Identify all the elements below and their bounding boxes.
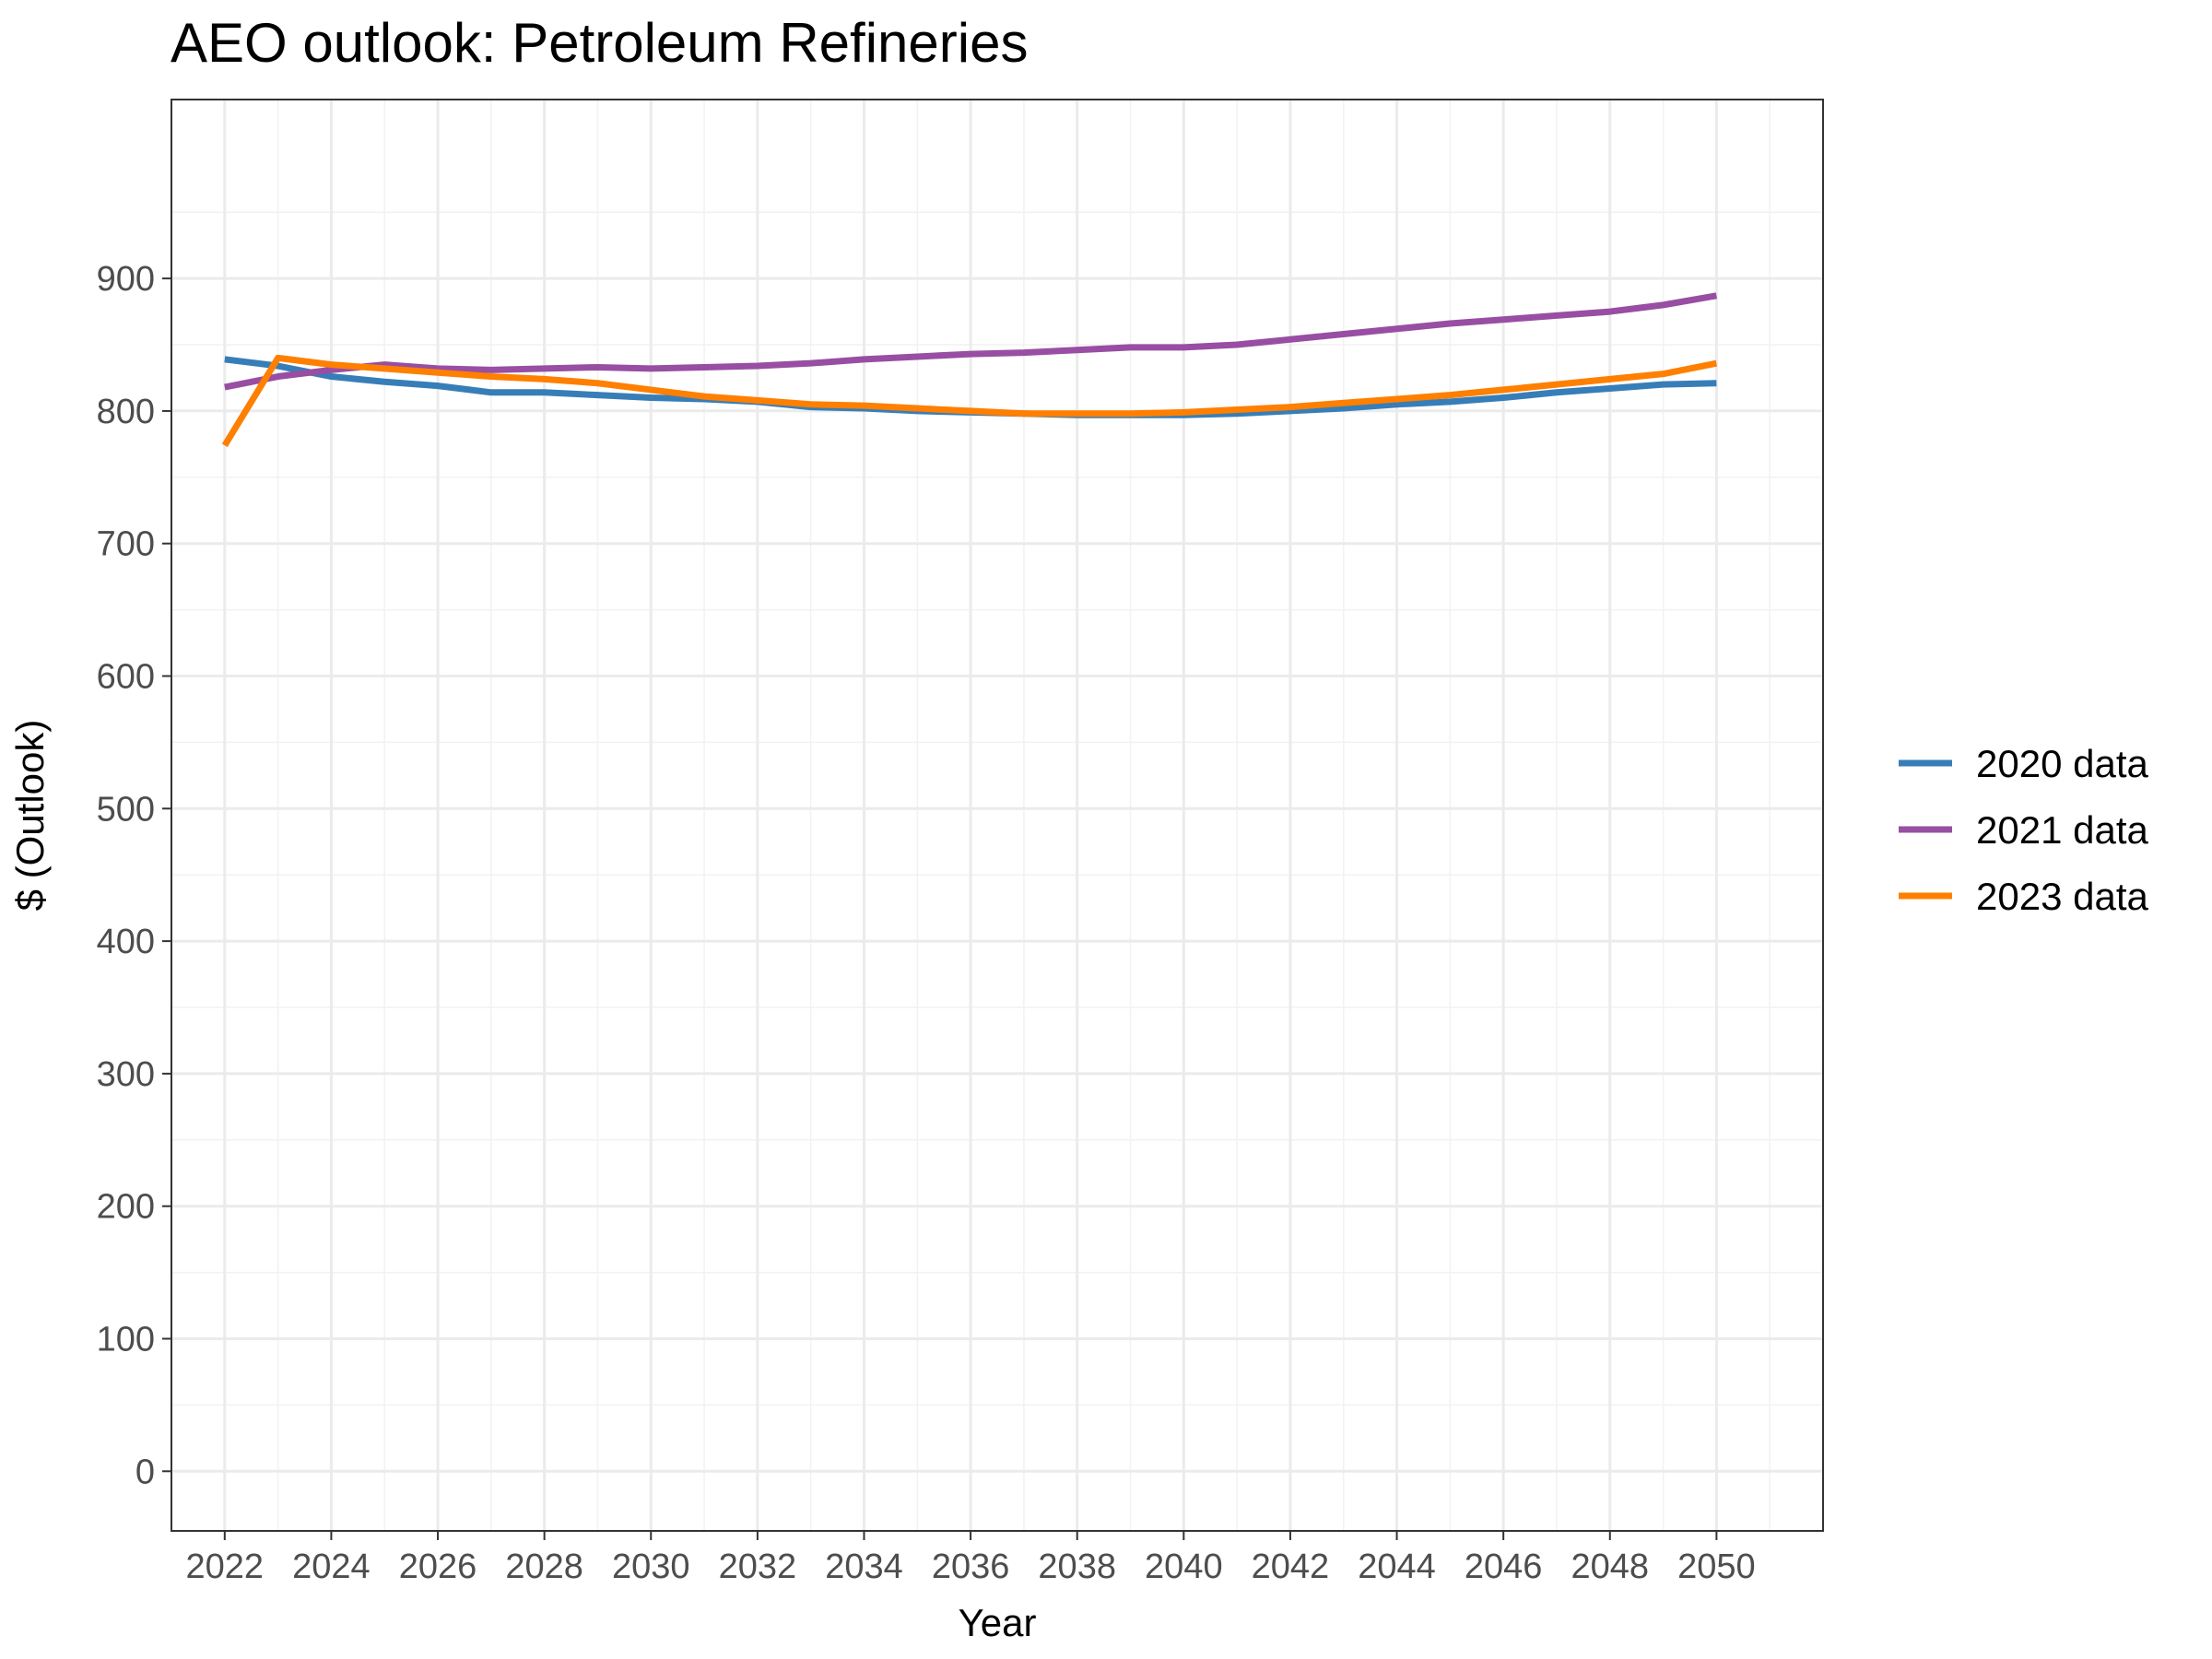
y-tick-label: 900: [97, 260, 155, 299]
y-tick-label: 0: [135, 1453, 155, 1491]
x-axis-ticks: 2022 2024 2026 2028 2030 2032 2034 2036 2038 2040…: [186, 1531, 1756, 1586]
series-lines: [221, 292, 1718, 448]
y-tick-label: 600: [97, 658, 155, 697]
x-tick-label: 2032: [719, 1547, 797, 1586]
x-tick-label: 2038: [1038, 1547, 1116, 1586]
x-tick-label: 2034: [825, 1547, 903, 1586]
series-line-3: [221, 354, 1718, 448]
series-line-2: [224, 292, 1717, 391]
x-tick-label: 2022: [186, 1547, 265, 1586]
x-tick-label: 2024: [292, 1547, 371, 1586]
legend: 2020 data 2021 data 2023 data: [1899, 742, 2148, 918]
y-tick-label: 700: [97, 525, 155, 564]
plot-panel-border: [171, 99, 1824, 1532]
y-tick-label: 800: [97, 393, 155, 431]
legend-label-1: 2020 data: [1976, 742, 2148, 785]
y-axis-ticks: 0 100 200 300 400 500 600 700 800 900: [97, 260, 171, 1491]
y-axis-label: $ (Outlook): [8, 720, 52, 912]
legend-label-2: 2021 data: [1976, 808, 2148, 852]
chart-title: AEO outlook: Petroleum Refineries: [171, 12, 1029, 74]
x-tick-label: 2040: [1145, 1547, 1223, 1586]
x-tick-label: 2028: [505, 1547, 583, 1586]
x-tick-label: 2042: [1252, 1547, 1330, 1586]
minor-gridlines: [171, 100, 1823, 1531]
x-tick-label: 2048: [1571, 1547, 1650, 1586]
x-tick-label: 2046: [1465, 1547, 1543, 1586]
x-tick-label: 2030: [612, 1547, 690, 1586]
x-tick-label: 2050: [1677, 1547, 1756, 1586]
y-tick-label: 100: [97, 1320, 155, 1359]
y-tick-label: 400: [97, 923, 155, 961]
x-tick-label: 2026: [399, 1547, 477, 1586]
x-tick-label: 2036: [932, 1547, 1010, 1586]
y-tick-label: 300: [97, 1055, 155, 1094]
y-tick-label: 200: [97, 1188, 155, 1227]
x-axis-label: Year: [959, 1601, 1037, 1644]
x-tick-label: 2044: [1358, 1547, 1436, 1586]
legend-label-3: 2023 data: [1976, 875, 2148, 918]
y-tick-label: 500: [97, 790, 155, 829]
major-gridlines: [171, 100, 1823, 1531]
